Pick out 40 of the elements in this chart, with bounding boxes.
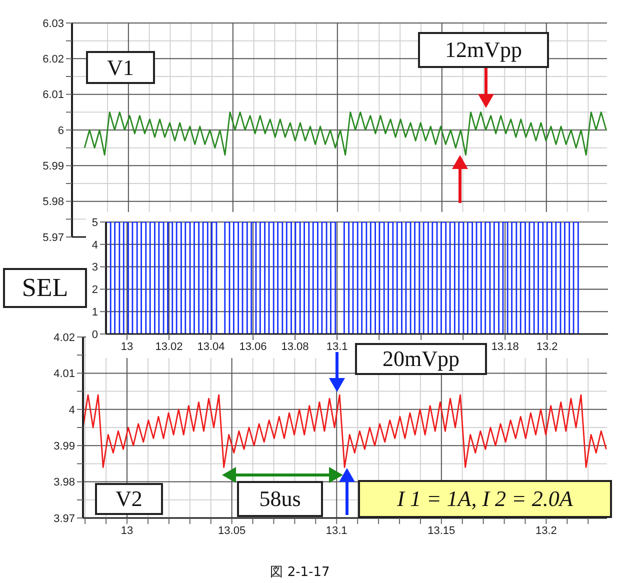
y-tick-label: 3.99: [54, 440, 75, 453]
y-tick-label: 6: [58, 124, 64, 137]
y-tick-label: 3.97: [54, 512, 75, 525]
x-tick-label: 13.1: [326, 524, 348, 537]
x-tick-label: 13.1: [326, 340, 348, 353]
y-tick-label: 6.02: [42, 54, 64, 66]
y-tick-label: 4: [92, 239, 98, 252]
text-box: 20mVpp: [355, 343, 487, 375]
x-tick-label: 13.06: [239, 340, 267, 353]
text-box: V1: [86, 51, 155, 84]
y-tick-label: 4: [68, 404, 75, 416]
text-box: SEL: [3, 268, 87, 308]
x-tick-label: 13.15: [428, 524, 456, 537]
y-tick-label: 1: [92, 306, 98, 319]
x-tick-label: 13.04: [197, 340, 225, 353]
x-tick-label: 13.18: [491, 340, 519, 353]
x-tick-label: 13.08: [281, 340, 309, 353]
y-tick-label: 5.97: [42, 232, 64, 244]
y-tick-label: 2: [92, 284, 98, 296]
x-tick-label: 13: [120, 340, 134, 353]
y-tick-label: 3.98: [54, 476, 75, 489]
y-tick-label: 5: [92, 216, 98, 229]
caption: 図 2-1-17: [269, 564, 331, 582]
text-box: 12mVpp: [418, 32, 549, 68]
y-tick-label: 5.99: [42, 160, 64, 173]
x-tick-label: 13.05: [218, 524, 246, 537]
x-tick-label: 13.02: [155, 340, 183, 353]
y-tick-label: 0: [92, 328, 98, 341]
text-box: V2: [95, 483, 163, 515]
y-tick-label: 6.01: [42, 89, 64, 102]
text-box: 58us: [237, 481, 323, 517]
y-tick-label: 4.01: [54, 368, 75, 380]
x-tick-label: 13.2: [536, 340, 558, 353]
text-box: I 1 = 1A, I 2 = 2.0A: [358, 480, 612, 518]
y-tick-label: 5.98: [42, 196, 64, 208]
y-tick-label: 4.02: [54, 332, 75, 344]
y-tick-label: 3: [92, 262, 98, 274]
x-tick-label: 13: [120, 524, 134, 537]
x-tick-label: 13.2: [536, 524, 557, 537]
y-tick-label: 6.03: [42, 18, 64, 30]
